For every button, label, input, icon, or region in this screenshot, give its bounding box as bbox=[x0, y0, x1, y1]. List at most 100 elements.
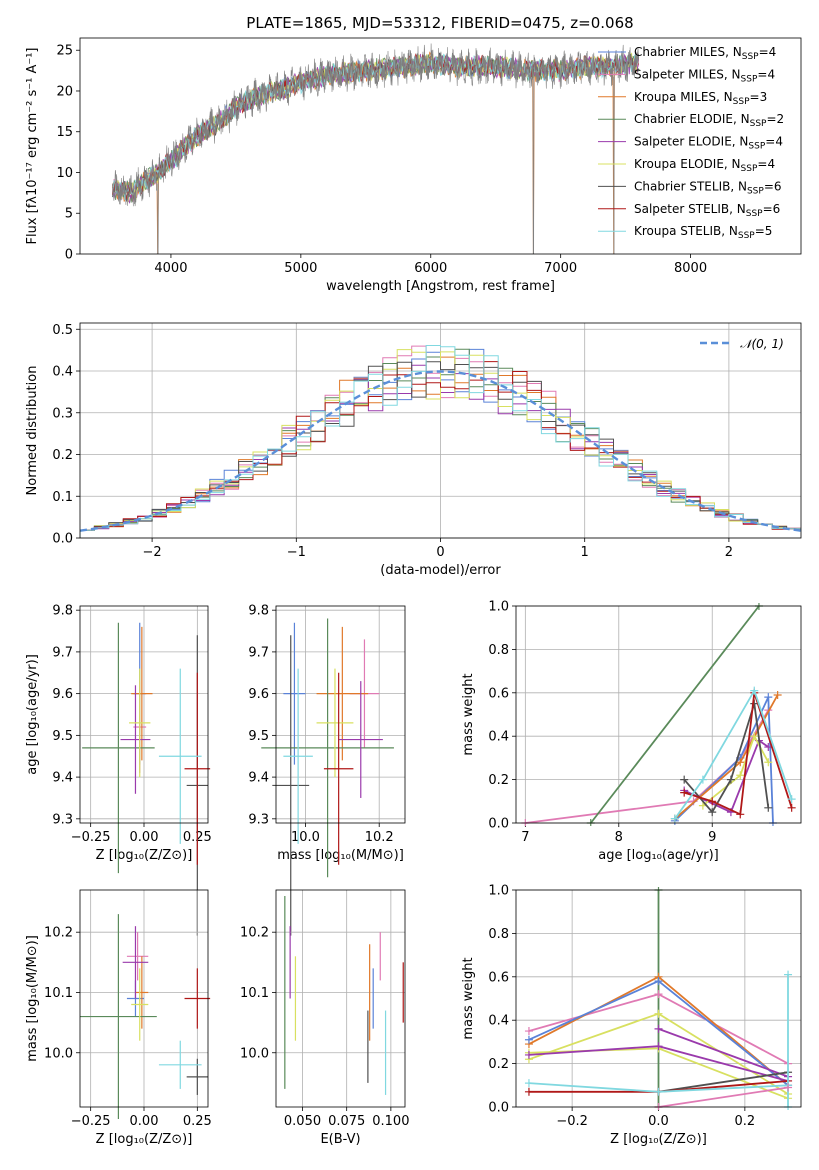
x-axis-label: E(B-V) bbox=[320, 1132, 360, 1147]
panel-age-vs-Z: −0.25 0.00 0.259.39.49.59.69.79.8Z [log₁₀(… bbox=[25, 604, 212, 936]
x-tick-label: 0 bbox=[436, 545, 444, 560]
x-tick-label: 1 bbox=[581, 545, 589, 560]
y-tick-label: 9.5 bbox=[52, 729, 73, 744]
y-tick-label: 0.4 bbox=[488, 1014, 509, 1029]
figure-title: PLATE=1865, MJD=53312, FIBERID=0475, z=0… bbox=[246, 14, 633, 32]
weight-line-7 bbox=[658, 1028, 789, 1078]
legend-label: Salpeter ELODIE, NSSP=4 bbox=[634, 135, 783, 152]
legend-label: Kroupa MILES, NSSP=3 bbox=[634, 90, 767, 107]
weight-marker bbox=[654, 1024, 663, 1033]
errorbar-point bbox=[82, 622, 155, 874]
weight-marker bbox=[524, 1079, 533, 1088]
weight-marker bbox=[654, 1087, 663, 1096]
legend-label-sub: SSP bbox=[746, 209, 763, 219]
weight-marker bbox=[764, 743, 773, 752]
x-tick-label: 9 bbox=[708, 830, 716, 845]
weight-marker bbox=[773, 690, 782, 699]
weight-marker bbox=[524, 1087, 533, 1096]
errorbar-point bbox=[158, 1040, 202, 1089]
y-tick-label: 0.1 bbox=[52, 490, 73, 505]
x-tick-label: 6000 bbox=[414, 261, 447, 276]
weight-line-1 bbox=[590, 605, 760, 824]
y-tick-label: 10.1 bbox=[44, 986, 73, 1001]
y-tick-label: 0.0 bbox=[52, 532, 73, 547]
weight-line-5 bbox=[702, 733, 770, 807]
y-tick-label: 0.6 bbox=[488, 686, 509, 701]
legend-label: Salpeter STELIB, NSSP=6 bbox=[634, 202, 780, 219]
weight-marker bbox=[524, 1027, 533, 1036]
weight-marker bbox=[764, 693, 773, 702]
weight-line-12 bbox=[658, 1086, 789, 1108]
errorbar-point bbox=[129, 668, 151, 778]
axes-frame bbox=[275, 889, 406, 1108]
legend-label: Salpeter MILES, NSSP=4 bbox=[634, 67, 775, 84]
weight-lines bbox=[521, 603, 796, 826]
x-axis-label: Z [log₁₀(Z/Z⊙)] bbox=[96, 1132, 193, 1147]
histogram-step-8 bbox=[80, 345, 801, 538]
errorbar-points bbox=[261, 618, 394, 936]
y-tick-label: 0.4 bbox=[488, 730, 509, 745]
x-tick-label: 10.2 bbox=[365, 830, 394, 845]
errorbar-point bbox=[80, 914, 157, 1120]
weight-marker bbox=[784, 1083, 793, 1092]
errorbar-point bbox=[283, 622, 306, 765]
legend-label-sub: SSP bbox=[750, 119, 767, 129]
x-tick-label: 0.2 bbox=[735, 1114, 756, 1129]
y-axis-label: age [log₁₀(age/yr)] bbox=[25, 654, 40, 775]
errorbar-point bbox=[316, 626, 369, 761]
weight-marker bbox=[680, 775, 689, 784]
x-tick-label: 0.00 bbox=[130, 1114, 159, 1129]
y-tick-label: 0.2 bbox=[488, 1057, 509, 1072]
spectrum-legend: Chabrier MILES, NSSP=4 Salpeter MILES, NS… bbox=[598, 45, 784, 241]
y-axis-label: Normed distribution bbox=[25, 366, 40, 496]
legend-label: Chabrier MILES, NSSP=4 bbox=[634, 45, 776, 62]
histograms bbox=[80, 345, 801, 538]
weight-marker bbox=[708, 808, 717, 817]
legend-label: Kroupa ELODIE, NSSP=4 bbox=[634, 157, 775, 174]
errorbar-point bbox=[122, 926, 149, 999]
x-tick-label: 7 bbox=[521, 830, 529, 845]
y-tick-label: 9.8 bbox=[248, 604, 269, 619]
y-axis-label: mass weight bbox=[461, 673, 476, 755]
x-axis-label: (data-model)/error bbox=[380, 563, 501, 578]
legend-label: 𝒩(0, 1) bbox=[740, 337, 784, 351]
y-tick-label: 5 bbox=[65, 207, 73, 222]
legend-label-sub: SSP bbox=[741, 164, 758, 174]
legend-label-main: Kroupa STELIB, N bbox=[634, 224, 738, 238]
weight-marker bbox=[654, 1009, 663, 1018]
x-axis-label: age [log₁₀(age/yr)] bbox=[598, 848, 719, 863]
y-tick-label: 0.0 bbox=[488, 1101, 509, 1116]
weight-marker bbox=[787, 795, 796, 804]
legend-label-suffix: =4 bbox=[765, 135, 783, 149]
y-tick-label: 0.2 bbox=[488, 773, 509, 788]
errorbar-points bbox=[284, 896, 404, 1095]
panel-spectrum: 4000 5000 6000 7000 8000 0 5 10 15 20 25 wavelength… bbox=[25, 37, 802, 294]
legend-label: Chabrier ELODIE, NSSP=2 bbox=[634, 112, 784, 129]
axes-frame bbox=[79, 37, 802, 255]
errorbar-point bbox=[261, 618, 394, 878]
errorbar-point bbox=[158, 668, 202, 844]
x-axis-label: wavelength [Angstrom, rest frame] bbox=[326, 279, 555, 294]
errorbar-points bbox=[80, 914, 211, 1120]
x-tick-label: −0.2 bbox=[556, 1114, 588, 1129]
legend-label-main: Chabrier ELODIE, N bbox=[634, 112, 750, 126]
legend-label-sub: SSP bbox=[742, 52, 759, 62]
x-tick-label: 0.00 bbox=[130, 830, 159, 845]
x-tick-label: 0.100 bbox=[372, 1114, 409, 1129]
weight-marker bbox=[764, 803, 773, 812]
legend-label: Kroupa STELIB, NSSP=5 bbox=[634, 224, 772, 241]
axes-frame bbox=[515, 605, 802, 824]
y-tick-label: 9.3 bbox=[248, 812, 269, 827]
errorbar-points bbox=[82, 622, 211, 936]
y-tick-label: 10 bbox=[56, 166, 73, 181]
y-tick-label: 9.8 bbox=[52, 604, 73, 619]
x-tick-label: 2 bbox=[725, 545, 733, 560]
y-tick-label: 25 bbox=[56, 44, 73, 59]
y-tick-label: 0.0 bbox=[488, 817, 509, 832]
x-tick-label: 7000 bbox=[544, 261, 577, 276]
legend-label-suffix: =4 bbox=[757, 67, 775, 81]
y-tick-label: 1.0 bbox=[488, 884, 509, 899]
y-axis-label: mass [log₁₀(M/M⊙)] bbox=[25, 935, 40, 1062]
errorbar-point bbox=[131, 626, 153, 761]
